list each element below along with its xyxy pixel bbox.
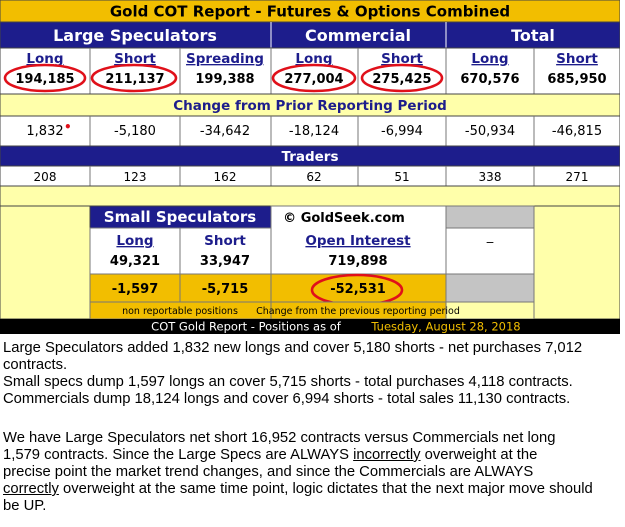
change-commercial-short: -6,994 [381, 124, 423, 139]
small-long-value: 49,321 [110, 254, 160, 269]
change-total-short: -46,815 [552, 124, 602, 139]
commentary-line: We have Large Speculators net short 16,9… [3, 430, 556, 446]
commentary-line: be UP. [3, 498, 47, 514]
change-large-long: 1,832 [26, 124, 63, 139]
header-total-short: Short [556, 51, 598, 67]
small-footnote: non reportable positions [122, 306, 238, 317]
highlight-ring-large-long [3, 63, 87, 93]
traders-large-long: 208 [34, 170, 57, 184]
change-total-long: -50,934 [465, 124, 515, 139]
commentary-line: Commercials dump 18,124 longs and cover … [3, 391, 571, 407]
change-large-spreading: -34,642 [200, 124, 250, 139]
open-interest-value: 719,898 [328, 254, 387, 269]
goldseek-watermark: © GoldSeek.com [283, 211, 405, 226]
value-large-long: 194,185 [15, 72, 74, 87]
small-speculators-title: Small Speculators [104, 208, 256, 226]
change-large-short: -5,180 [114, 124, 156, 139]
value-large-spreading: 199,388 [195, 72, 254, 87]
value-total-short: 685,950 [547, 72, 606, 87]
commentary-line: contracts. [3, 357, 68, 373]
highlight-ring-commercial-short [360, 63, 444, 93]
value-commercial-short: 275,425 [372, 72, 431, 87]
commentary-paragraph-1: Large Speculators added 1,832 new longs … [3, 340, 619, 408]
right-mark: _ [486, 229, 494, 244]
small-header-short: Short [204, 233, 246, 249]
commentary-text: overweight at the same time point, logic… [58, 481, 593, 497]
commentary-line: precise point the market trend changes, … [3, 464, 534, 480]
cot-report-table: Gold COT Report - Futures & Options Comb… [0, 0, 620, 334]
traders-large-spreading: 162 [214, 170, 237, 184]
header-total-long: Long [471, 51, 508, 67]
open-interest-change: -52,531 [330, 282, 386, 297]
red-tick-mark: • [64, 120, 72, 134]
open-interest-footnote: Change from the previous reporting perio… [256, 306, 460, 317]
traders-commercial-short: 51 [394, 170, 409, 184]
header-large-spreading: Spreading [186, 51, 264, 67]
value-total-long: 670,576 [460, 72, 519, 87]
traders-commercial-long: 62 [306, 170, 321, 184]
traders-large-short: 123 [124, 170, 147, 184]
change-header: Change from Prior Reporting Period [173, 98, 447, 114]
change-commercial-long: -18,124 [289, 124, 339, 139]
header-large-short: Short [114, 51, 156, 67]
correctly-emphasis: correctly [3, 481, 59, 497]
incorrectly-emphasis: incorrectly [353, 447, 421, 463]
small-short-value: 33,947 [200, 254, 250, 269]
footer-label: COT Gold Report - Positions as of [151, 320, 342, 334]
group-commercial: Commercial [305, 26, 411, 45]
header-large-long: Long [26, 51, 63, 67]
commentary-line: correctly overweight at the same time po… [3, 481, 619, 498]
commentary-text: 1,579 contracts. Since the Large Specs a… [3, 447, 354, 463]
header-commercial-long: Long [295, 51, 332, 67]
report-title: Gold COT Report - Futures & Options Comb… [110, 3, 510, 21]
commentary-paragraph-2: We have Large Speculators net short 16,9… [3, 430, 619, 515]
header-commercial-short: Short [381, 51, 423, 67]
footer-date: Tuesday, August 28, 2018 [370, 320, 520, 334]
traders-total-long: 338 [479, 170, 502, 184]
value-commercial-long: 277,004 [284, 72, 343, 87]
commentary-line: 1,579 contracts. Since the Large Specs a… [3, 447, 619, 464]
group-large-speculators: Large Speculators [53, 26, 217, 45]
value-large-short: 211,137 [105, 72, 164, 87]
highlight-ring-commercial-long [271, 63, 357, 93]
group-total: Total [511, 26, 555, 45]
small-header-long: Long [116, 233, 153, 249]
small-long-change: -1,597 [112, 282, 159, 297]
open-interest-label: Open Interest [305, 233, 411, 249]
commentary-line: Small specs dump 1,597 longs an cover 5,… [3, 374, 573, 390]
commentary-text: overweight at the [420, 447, 538, 463]
traders-header: Traders [281, 149, 338, 165]
small-short-change: -5,715 [202, 282, 249, 297]
highlight-ring-large-short [90, 63, 178, 93]
commentary-line: Large Speculators added 1,832 new longs … [3, 340, 583, 356]
traders-total-short: 271 [566, 170, 589, 184]
